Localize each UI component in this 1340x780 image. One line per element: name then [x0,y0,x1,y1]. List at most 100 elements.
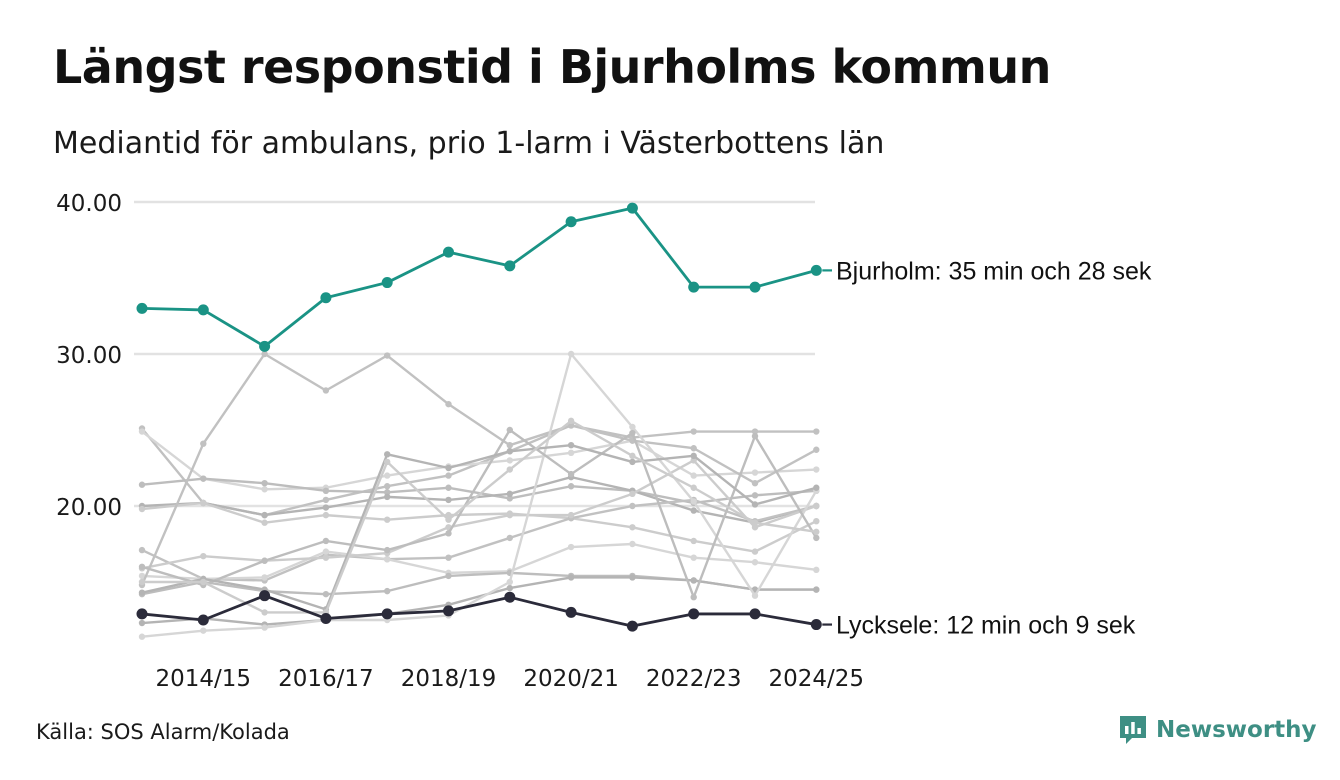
x-tick-label: 2018/19 [401,666,497,692]
data-point [506,490,513,498]
series-gray [138,422,820,519]
series-line [141,206,817,348]
data-point [749,608,761,620]
data-point [690,452,697,460]
data-point [261,574,268,581]
data-point [445,516,452,523]
data-point [322,548,330,555]
data-point [749,281,761,293]
data-point [629,540,636,548]
y-tick-label: 30.00 [56,343,122,369]
data-point [626,620,638,632]
series-label-lycksele: Lycksele: 12 min och 9 sek [836,612,1136,640]
data-point [261,350,268,358]
series-label-bjurholm: Bjurholm: 35 min och 28 sek [836,257,1152,285]
data-point [136,608,148,620]
data-point [690,498,697,505]
data-point [751,432,759,440]
data-point [813,518,820,525]
data-point [690,428,697,435]
x-tick-label: 2022/23 [646,666,742,692]
data-point [138,589,146,596]
data-point [690,445,697,452]
brand-logo: Newsworthy [1118,714,1317,746]
data-point [690,507,697,514]
series-lycksele [136,590,822,632]
data-point [200,475,207,482]
series-line [141,498,817,582]
data-point [751,548,759,555]
series-line [141,501,817,553]
data-point [813,428,820,435]
series-line [141,424,817,517]
chart-subtitle: Mediantid för ambulans, prio 1-larm i Vä… [53,126,885,161]
data-point [259,340,271,352]
series-lines [136,202,822,640]
brand-name: Newsworthy [1156,717,1317,743]
data-point [688,281,700,293]
data-point [690,457,697,464]
data-point [445,464,452,472]
data-point [506,534,513,542]
series-line [141,428,818,599]
data-point [322,496,330,504]
data-point [384,493,391,501]
data-point [320,292,332,304]
data-point [688,608,700,620]
data-point [567,417,575,425]
series-line [142,419,817,614]
data-point [567,483,575,490]
data-point [506,457,513,464]
data-point [629,423,636,431]
line-chart: 20.00 30.00 40.00 2014/15 2016/17 2018/19 202… [56,191,1152,692]
data-point [690,537,697,545]
data-point [259,590,271,602]
data-point [261,609,268,616]
data-point [384,483,391,490]
data-point [384,352,391,359]
series-bjurholm [136,202,822,352]
source-note: Källa: SOS Alarm/Kolada [36,720,290,744]
data-point [200,578,207,586]
data-point [506,495,513,502]
data-point [322,387,330,394]
y-axis-ticks: 20.00 30.00 40.00 [56,191,122,521]
data-point [565,606,577,618]
data-point [810,264,822,276]
series-gray [138,417,820,616]
data-point [138,633,146,640]
data-point [384,587,391,595]
data-point [813,528,820,536]
data-point [136,302,148,314]
series-gray [138,350,820,589]
data-point [813,446,820,453]
data-point [751,501,759,508]
data-point [320,612,332,624]
data-point [445,496,452,504]
data-point [138,578,146,586]
data-point [810,619,822,631]
data-point [200,499,207,507]
data-point [200,627,207,634]
data-point [322,487,330,494]
x-axis-ticks: 2014/15 2016/17 2018/19 2020/21 2022/23 2024/… [156,666,865,692]
data-point [567,442,575,449]
data-point [200,552,207,560]
data-point [567,470,575,478]
data-point [629,452,636,460]
data-point [384,516,391,523]
data-point [261,486,268,493]
data-point [504,591,516,603]
data-point [813,586,820,593]
data-point [443,605,454,617]
data-point [506,442,513,449]
y-tick-label: 40.00 [56,191,122,217]
series-line [141,352,818,638]
x-tick-label: 2024/25 [769,666,865,692]
data-point [751,519,759,526]
data-point [322,537,330,545]
brand-chart-icon [1120,716,1146,744]
y-tick-label: 20.00 [56,495,122,521]
data-point [445,530,452,537]
data-point [751,559,759,566]
